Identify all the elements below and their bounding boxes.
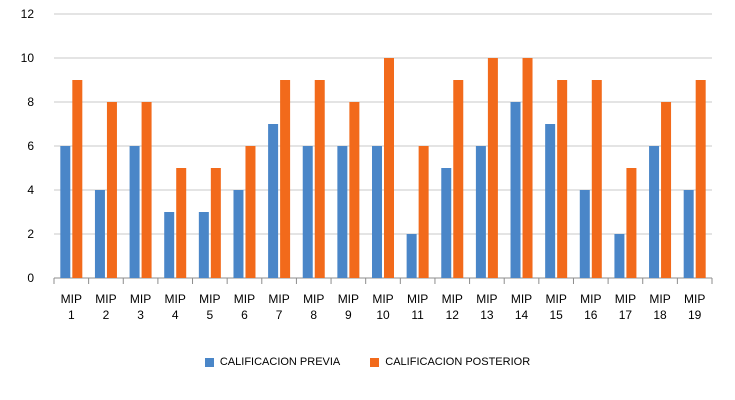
x-tick-label-number: 8 (310, 308, 317, 322)
bar-previa (545, 124, 556, 278)
x-tick-label-prefix: MIP (684, 292, 705, 306)
x-tick-label-prefix: MIP (442, 292, 463, 306)
bar-previa (268, 124, 279, 278)
y-tick-label: 8 (27, 95, 34, 109)
x-tick-label-number: 19 (688, 308, 702, 322)
bar-previa (510, 102, 521, 278)
x-tick-label-prefix: MIP (615, 292, 636, 306)
bar-posterior (661, 102, 672, 278)
x-tick-label-number: 13 (480, 308, 494, 322)
bar-previa (649, 146, 660, 278)
x-tick-label-number: 10 (376, 308, 390, 322)
x-tick-label-prefix: MIP (580, 292, 601, 306)
bar-posterior (72, 80, 83, 278)
legend-swatch-posterior (370, 357, 380, 367)
bar-posterior (314, 80, 325, 278)
x-tick-label-prefix: MIP (199, 292, 220, 306)
bar-posterior (487, 58, 498, 278)
bar-previa (233, 190, 244, 278)
bar-previa (129, 146, 140, 278)
bar-posterior (626, 168, 637, 278)
bar-posterior (349, 102, 360, 278)
x-tick-label-prefix: MIP (407, 292, 428, 306)
y-tick-label: 10 (21, 51, 35, 65)
y-axis-ticks: 0 2 4 6 8 10 12 (21, 7, 35, 285)
bar-previa (302, 146, 313, 278)
bar-previa (198, 212, 209, 278)
y-tick-label: 0 (27, 271, 34, 285)
bar-previa (683, 190, 694, 278)
x-tick-label-number: 1 (68, 308, 75, 322)
x-tick-label-prefix: MIP (303, 292, 324, 306)
legend-label-previa: CALIFICACION PREVIA (219, 356, 341, 368)
bar-posterior (591, 80, 602, 278)
x-axis-ticks: MIP 1 MIP 2 MIP 3 MIP 4 MIP 5 MIP 6 MIP 7 MIP 8 MIP 9 MIP 1… (61, 292, 706, 322)
x-tick-label-number: 4 (172, 308, 179, 322)
bar-previa (337, 146, 348, 278)
x-tick-label-number: 5 (206, 308, 213, 322)
bar-posterior (522, 58, 533, 278)
x-tick-label-prefix: MIP (95, 292, 116, 306)
bar-posterior (280, 80, 291, 278)
x-tick-label-prefix: MIP (545, 292, 566, 306)
bar-previa (614, 234, 625, 278)
x-tick-label-prefix: MIP (372, 292, 393, 306)
x-tick-label-prefix: MIP (511, 292, 532, 306)
x-tick-label-number: 2 (103, 308, 110, 322)
x-tick-label-number: 14 (515, 308, 529, 322)
legend-label-posterior: CALIFICACION POSTERIOR (385, 356, 531, 368)
bar-posterior (210, 168, 221, 278)
bar-posterior (695, 80, 706, 278)
x-tick-label-number: 15 (549, 308, 563, 322)
bar-previa (94, 190, 105, 278)
x-tick-label-prefix: MIP (165, 292, 186, 306)
bar-posterior (384, 58, 394, 278)
bar-previa (441, 168, 452, 278)
x-tick-label-number: 6 (241, 308, 248, 322)
legend-item-previa: CALIFICACION PREVIA (204, 356, 341, 368)
bar-posterior (106, 102, 117, 278)
x-tick-label-number: 17 (619, 308, 633, 322)
bar-posterior (245, 146, 256, 278)
x-tick-label-prefix: MIP (338, 292, 359, 306)
bar-posterior (418, 146, 429, 278)
bar-posterior (176, 168, 187, 278)
bar-previa (406, 234, 417, 278)
gridlines (53, 13, 713, 284)
x-tick-label-prefix: MIP (268, 292, 289, 306)
bar-previa (579, 190, 590, 278)
x-tick-label-number: 18 (653, 308, 667, 322)
bars (60, 58, 706, 278)
legend: CALIFICACION PREVIA CALIFICACION POSTERI… (0, 356, 735, 368)
x-tick-label-number: 12 (446, 308, 460, 322)
bar-posterior (557, 80, 568, 278)
x-tick-label-number: 9 (345, 308, 352, 322)
bar-previa (372, 146, 382, 278)
bar-previa (60, 146, 71, 278)
x-tick-label-prefix: MIP (476, 292, 497, 306)
bar-previa (164, 212, 175, 278)
x-tick-label-prefix: MIP (649, 292, 670, 306)
x-tick-label-number: 11 (411, 308, 424, 322)
x-tick-label-prefix: MIP (61, 292, 82, 306)
bar-previa (475, 146, 486, 278)
legend-swatch-previa (204, 357, 214, 367)
x-tick-label-prefix: MIP (130, 292, 151, 306)
y-tick-label: 6 (27, 139, 34, 153)
bar-posterior (453, 80, 464, 278)
y-tick-label: 2 (27, 227, 34, 241)
x-tick-label-number: 3 (137, 308, 144, 322)
x-tick-label-number: 16 (584, 308, 598, 322)
y-tick-label: 12 (21, 7, 35, 21)
bar-posterior (141, 102, 152, 278)
x-tick-label-prefix: MIP (234, 292, 255, 306)
x-tick-label-number: 7 (276, 308, 283, 322)
legend-item-posterior: CALIFICACION POSTERIOR (370, 356, 530, 368)
y-tick-label: 4 (27, 183, 34, 197)
